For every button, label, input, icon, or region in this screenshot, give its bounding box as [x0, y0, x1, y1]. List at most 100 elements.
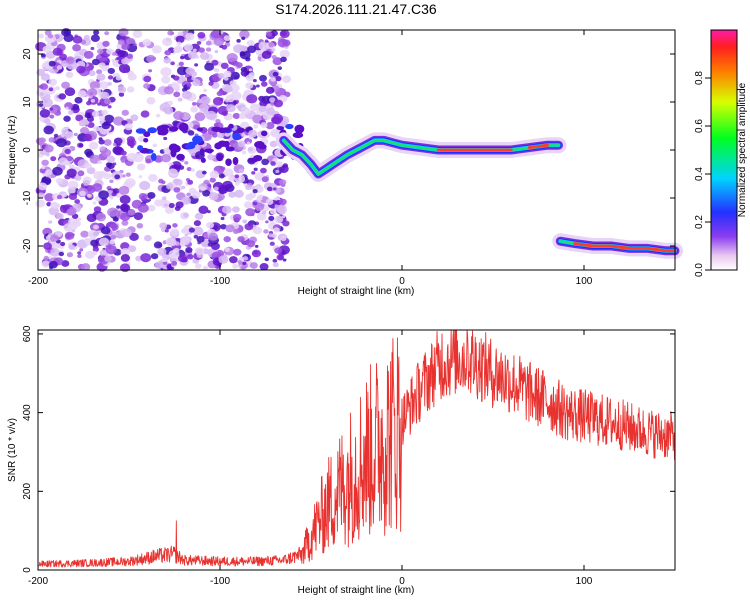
noise-blob	[104, 31, 110, 36]
y-tick-label: 400	[22, 404, 33, 421]
noise-blob	[258, 105, 267, 113]
noise-blob	[202, 189, 211, 197]
noise-blob	[114, 174, 121, 180]
noise-blob	[185, 143, 196, 150]
noise-blob	[65, 161, 71, 166]
noise-blob	[109, 239, 116, 245]
noise-blob	[229, 80, 237, 87]
noise-blob	[112, 162, 117, 166]
noise-blob	[98, 237, 110, 247]
noise-blob	[207, 242, 213, 247]
noise-blob	[200, 186, 206, 191]
noise-blob	[176, 153, 185, 161]
noise-blob	[116, 205, 121, 209]
noise-blob	[122, 66, 131, 73]
y-tick-label: -20	[22, 238, 33, 253]
noise-blob	[79, 119, 88, 127]
noise-blob	[76, 65, 86, 74]
noise-blob	[246, 94, 258, 104]
noise-blob	[201, 170, 207, 175]
noise-blob	[222, 205, 232, 214]
noise-blob	[93, 125, 100, 132]
noise-blob	[177, 31, 184, 37]
noise-blob	[43, 118, 51, 124]
noise-blob	[121, 220, 129, 226]
noise-blob	[205, 40, 212, 46]
noise-blob	[63, 33, 74, 43]
noise-blob	[167, 168, 178, 177]
noise-blob	[205, 47, 212, 52]
noise-blob	[251, 171, 256, 175]
noise-blob	[265, 121, 275, 130]
noise-blob	[92, 224, 99, 230]
noise-blob	[266, 32, 273, 37]
noise-blob	[77, 90, 87, 98]
noise-blob	[209, 170, 219, 179]
noise-blob	[104, 255, 112, 262]
noise-blob	[230, 71, 240, 80]
noise-blob	[243, 201, 253, 209]
noise-blob	[43, 242, 52, 250]
noise-blob	[132, 29, 143, 39]
noise-blob	[103, 98, 111, 105]
noise-blob	[259, 74, 267, 82]
noise-blob	[177, 97, 183, 102]
noise-blob	[218, 255, 229, 264]
noise-blob	[181, 196, 191, 205]
noise-blob	[244, 223, 254, 231]
noise-blob	[166, 183, 174, 190]
noise-blob	[208, 232, 219, 241]
noise-blob	[44, 144, 54, 153]
noise-blob	[90, 135, 97, 140]
noise-blob	[119, 203, 129, 212]
noise-blob	[84, 148, 93, 156]
noise-blob	[64, 231, 75, 240]
noise-blob	[221, 44, 228, 50]
noise-blob	[45, 152, 50, 157]
noise-blob	[210, 29, 222, 39]
noise-blob	[64, 148, 71, 155]
noise-blob	[101, 148, 112, 158]
noise-blob	[174, 45, 183, 53]
noise-blob	[127, 245, 137, 253]
noise-blob	[140, 253, 152, 263]
noise-blob	[260, 81, 268, 87]
noise-blob	[271, 233, 278, 238]
noise-blob	[281, 39, 291, 47]
noise-blob	[119, 263, 131, 272]
noise-blob	[194, 112, 206, 122]
noise-blob	[96, 73, 106, 81]
noise-blob	[231, 60, 237, 65]
noise-blob	[245, 74, 254, 82]
noise-blob	[130, 114, 139, 122]
noise-blob	[240, 106, 251, 115]
noise-blob	[50, 201, 59, 209]
snr-panel: -200 -100 0 100 0 200 400 600 Height of straig…	[7, 325, 676, 596]
noise-blob	[101, 122, 111, 130]
noise-blob	[188, 187, 197, 194]
noise-blob	[118, 185, 130, 195]
noise-blob	[237, 140, 246, 148]
noise-blob	[252, 78, 257, 83]
noise-blob	[214, 49, 219, 54]
noise-blob	[158, 178, 164, 184]
noise-blob	[118, 92, 125, 97]
noise-blob	[173, 91, 181, 98]
noise-blob	[282, 258, 287, 262]
noise-blob	[45, 169, 53, 176]
noise-blob	[199, 52, 210, 60]
noise-blob	[58, 157, 68, 166]
noise-blob	[155, 113, 161, 118]
noise-blob	[252, 188, 258, 194]
noise-blob	[232, 229, 239, 235]
noise-blob	[226, 53, 238, 63]
x-tick-label: -100	[210, 576, 230, 587]
noise-blob	[115, 48, 122, 54]
noise-blob	[88, 141, 99, 150]
noise-blob	[90, 46, 95, 51]
noise-blob	[58, 93, 67, 100]
noise-blob	[157, 126, 169, 136]
noise-blob	[118, 28, 129, 37]
noise-blob	[153, 241, 163, 249]
noise-blob	[93, 29, 100, 36]
